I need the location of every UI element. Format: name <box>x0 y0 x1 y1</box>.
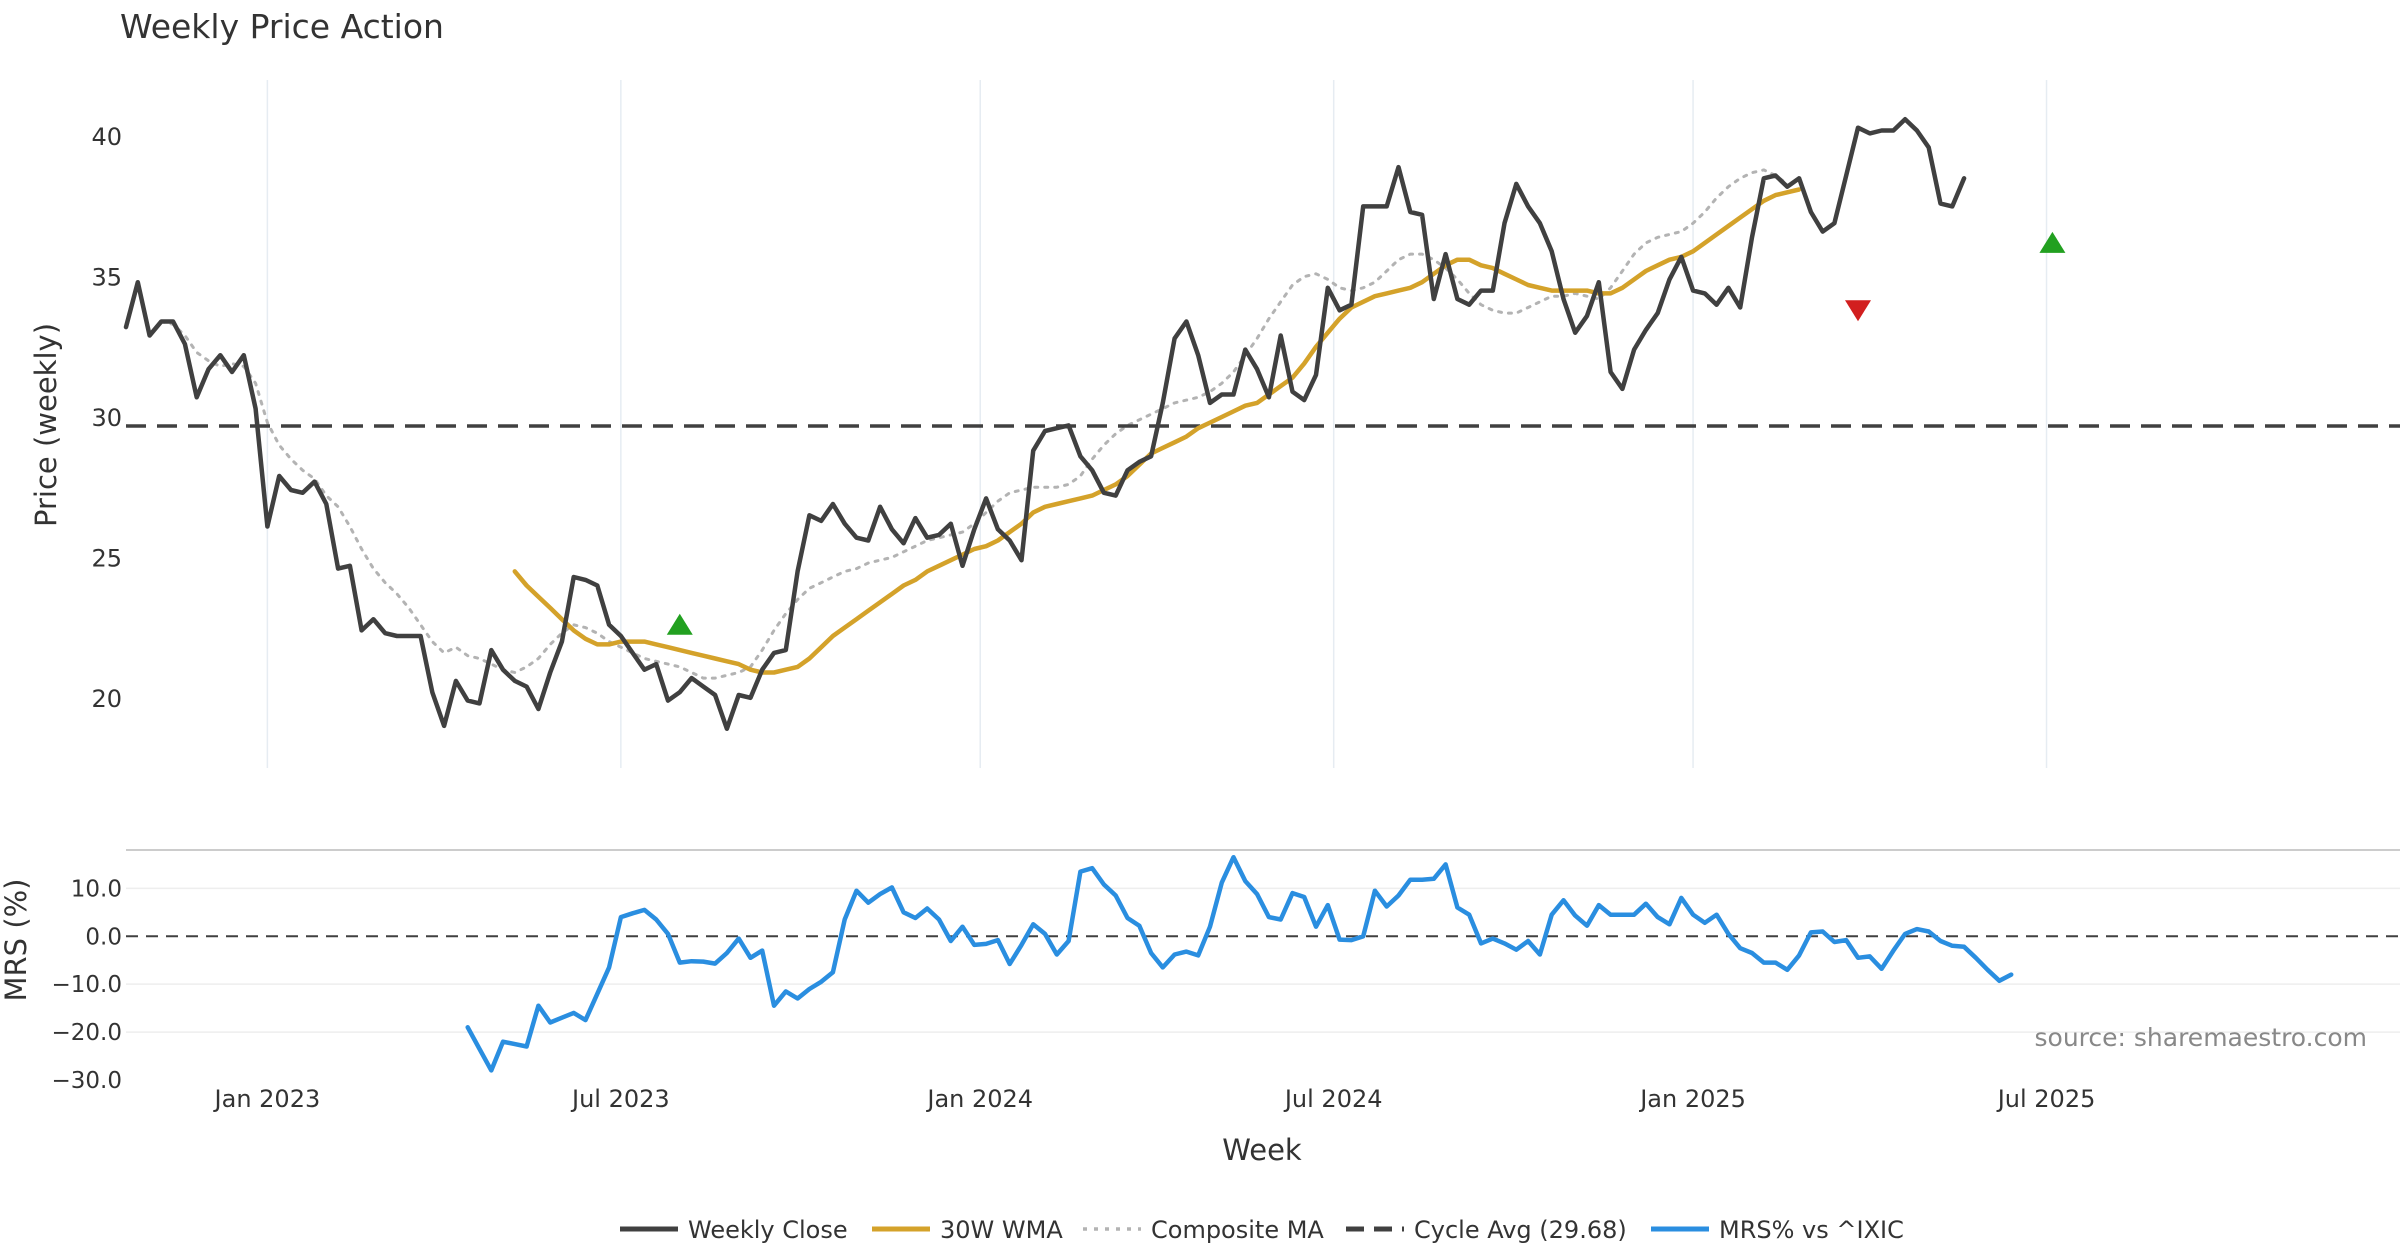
x-tick-label: Jul 2023 <box>570 1085 670 1113</box>
legend: Weekly Close 30W WMA Composite MA Cycle Avg… <box>620 1216 1904 1244</box>
x-tick-label: Jul 2024 <box>1283 1085 1383 1113</box>
mrs-y-tick-label: −30.0 <box>52 1068 122 1094</box>
weekly-close-line <box>123 117 1967 731</box>
buy-signal-marker <box>666 613 693 635</box>
chart-title: Weekly Price Action <box>120 7 444 46</box>
price-y-tick-label: 30 <box>91 404 122 432</box>
mrs-y-axis-label: MRS (%) <box>0 879 33 1002</box>
price-y-tick-label: 20 <box>91 685 122 713</box>
mrs-y-tick-label: 0.0 <box>85 924 122 950</box>
buy-signal-marker <box>2039 231 2066 253</box>
price-y-tick-label: 25 <box>91 544 122 572</box>
x-tick-label: Jan 2024 <box>925 1085 1033 1113</box>
price-y-tick-label: 40 <box>91 123 122 151</box>
legend-label: Cycle Avg (29.68) <box>1414 1216 1627 1244</box>
x-tick-label: Jan 2023 <box>213 1085 321 1113</box>
x-axis-label: Week <box>1222 1133 1302 1167</box>
price-axis: 20 25 30 35 40 <box>91 123 122 713</box>
x-tick-label: Jul 2025 <box>1996 1085 2096 1113</box>
x-tick-label: Jan 2025 <box>1638 1085 1746 1113</box>
mrs-series <box>465 854 2014 1073</box>
signal-markers <box>666 231 2066 635</box>
mrs-y-tick-label: −20.0 <box>52 1020 122 1046</box>
price-y-tick-label: 35 <box>91 264 122 292</box>
legend-label: MRS% vs ^IXIC <box>1719 1216 1904 1244</box>
source-annotation: source: sharemaestro.com <box>2035 1023 2368 1052</box>
price-y-axis-label: Price (weekly) <box>29 323 63 527</box>
mrs-grid <box>126 849 2400 1033</box>
mrs-y-tick-label: 10.0 <box>71 876 122 902</box>
legend-label: Composite MA <box>1151 1216 1324 1244</box>
legend-label: Weekly Close <box>688 1216 848 1244</box>
legend-label: 30W WMA <box>940 1216 1063 1244</box>
price-grid <box>266 80 2048 768</box>
mrs-axis: −30.0 −20.0 −10.0 0.0 10.0 <box>52 876 122 1094</box>
wma-30w-line <box>512 187 1802 675</box>
price-series <box>123 117 2400 731</box>
mrs-line <box>465 854 2014 1073</box>
x-axis: Jan 2023 Jul 2023 Jan 2024 Jul 2024 Jan 2025… <box>213 1085 2096 1113</box>
sell-signal-marker <box>1845 300 1872 322</box>
mrs-y-tick-label: −10.0 <box>52 972 122 998</box>
composite-ma-line <box>159 168 1789 680</box>
